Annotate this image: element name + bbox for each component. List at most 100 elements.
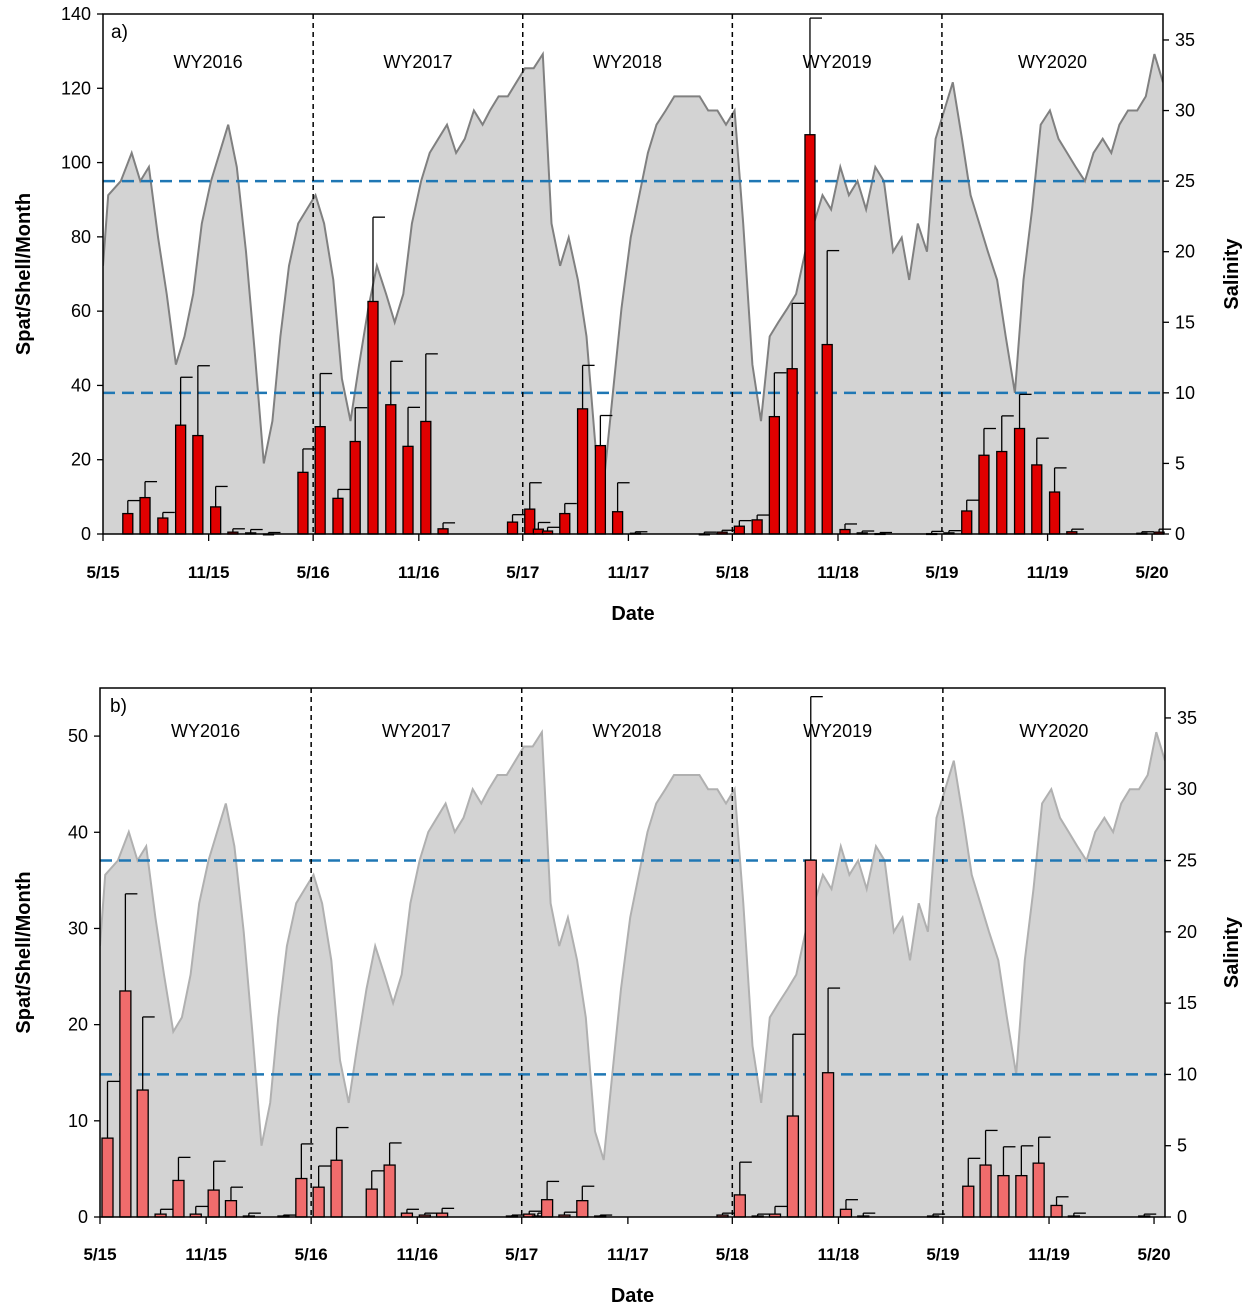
y-tick-label: 40: [68, 822, 88, 842]
y-tick-label: 0: [78, 1207, 88, 1227]
bar: [559, 512, 571, 535]
bar: [314, 426, 326, 535]
bar: [330, 1159, 343, 1218]
bar: [540, 1199, 554, 1218]
bar: [1013, 427, 1026, 535]
bar: [402, 445, 414, 535]
bar: [997, 1174, 1010, 1218]
panel-label: a): [111, 22, 128, 43]
water-year-label: WY2017: [383, 52, 452, 72]
panel-label: b): [110, 696, 127, 717]
bar: [157, 517, 169, 535]
y2-tick-label: 5: [1177, 1136, 1187, 1156]
y2-tick-label: 25: [1175, 171, 1195, 191]
y2-tick-label: 0: [1177, 1207, 1187, 1227]
y-tick-label: 140: [61, 4, 91, 24]
x-tick-label: 5/19: [926, 1245, 959, 1264]
y-tick-label: 40: [71, 375, 91, 395]
bar: [383, 1164, 396, 1218]
bar: [839, 1208, 853, 1218]
x-tick-label: 5/15: [83, 1245, 116, 1264]
bar: [821, 1072, 835, 1218]
panel-a: 0 20 40 60 80 100 120 140 0 5 10 15 20 25 30 35 5/15 11/1…: [13, 4, 1243, 625]
y-tick-label: 100: [61, 153, 91, 173]
bar: [1031, 464, 1043, 535]
water-year-label: WY2020: [1019, 721, 1088, 741]
y2-tick-label: 25: [1177, 851, 1197, 871]
x-tick-label: 5/19: [925, 563, 958, 582]
bar: [996, 450, 1008, 535]
x-tick-label: 5/16: [295, 1245, 328, 1264]
x-tick-label: 5/20: [1137, 1245, 1170, 1264]
y2-tick-label: 20: [1175, 242, 1195, 262]
y2-tick-label: 30: [1177, 779, 1197, 799]
x-tick-label: 5/17: [506, 563, 539, 582]
plot-frame: [99, 687, 1166, 1218]
x-tick-label: 5/20: [1136, 563, 1169, 582]
y2-axis-title: Salinity: [1221, 238, 1243, 310]
plot-frame: [102, 13, 1164, 535]
x-tick-label: 5/17: [505, 1245, 538, 1264]
y2-tick-label: 15: [1177, 993, 1197, 1013]
bar: [979, 1164, 992, 1218]
bar: [297, 471, 309, 535]
x-tick-label: 5/18: [716, 1245, 749, 1264]
x-tick-label: 11/19: [1028, 1245, 1070, 1264]
y-tick-label: 120: [61, 78, 91, 98]
bar: [576, 408, 589, 535]
bar: [804, 134, 816, 535]
water-year-label: WY2019: [803, 721, 872, 741]
bar: [385, 404, 397, 535]
bar: [611, 511, 624, 535]
water-year-label: WY2016: [174, 52, 243, 72]
water-year-label: WY2016: [171, 721, 240, 741]
y2-tick-label: 0: [1175, 524, 1185, 544]
bar: [576, 1199, 589, 1218]
bar: [733, 1194, 746, 1218]
y-tick-label: 50: [68, 726, 88, 746]
x-tick-label: 11/18: [817, 563, 859, 582]
bar: [506, 521, 519, 535]
x-tick-label: 5/16: [297, 563, 330, 582]
x-axis-title: Date: [611, 603, 654, 625]
bar: [594, 444, 607, 535]
bar: [122, 512, 134, 535]
bar: [733, 525, 745, 535]
y-axis-title: Spat/Shell/Month: [13, 871, 35, 1033]
bar: [210, 506, 222, 535]
bar: [174, 424, 187, 535]
bar: [786, 368, 798, 535]
bar: [962, 1185, 975, 1218]
panel-b: 0 10 20 30 40 50 0 5 10 15 20 25 30 35 5/15 11/15 5/16 11…: [13, 687, 1243, 1307]
bar: [365, 1188, 378, 1218]
bar: [751, 519, 763, 535]
x-tick-label: 5/15: [86, 563, 119, 582]
salinity-line: [103, 50, 1163, 478]
y2-tick-label: 35: [1175, 30, 1195, 50]
water-year-label: WY2020: [1018, 52, 1087, 72]
bar: [172, 1179, 185, 1218]
salinity-layer: [100, 729, 1165, 1217]
bar: [139, 496, 151, 535]
bar: [224, 1199, 238, 1218]
bar: [1032, 1162, 1045, 1218]
bar: [821, 343, 833, 535]
bar: [332, 497, 344, 535]
y-axis-title: Spat/Shell/Month: [13, 193, 35, 355]
x-tick-label: 11/15: [188, 563, 230, 582]
salinity-line: [100, 729, 1165, 1161]
y-tick-label: 0: [81, 524, 91, 544]
y2-tick-label: 30: [1175, 101, 1195, 121]
x-tick-label: 11/16: [398, 563, 440, 582]
y2-tick-label: 10: [1175, 383, 1195, 403]
water-year-label: WY2017: [382, 721, 451, 741]
bar: [978, 454, 990, 535]
y-tick-label: 20: [68, 1015, 88, 1035]
bar: [437, 528, 449, 535]
y2-axis-title: Salinity: [1221, 916, 1243, 988]
x-axis-title: Date: [611, 1285, 654, 1307]
water-year-label: WY2019: [803, 52, 872, 72]
bar: [804, 859, 817, 1218]
y-tick-label: 60: [71, 301, 91, 321]
bar: [295, 1177, 308, 1218]
